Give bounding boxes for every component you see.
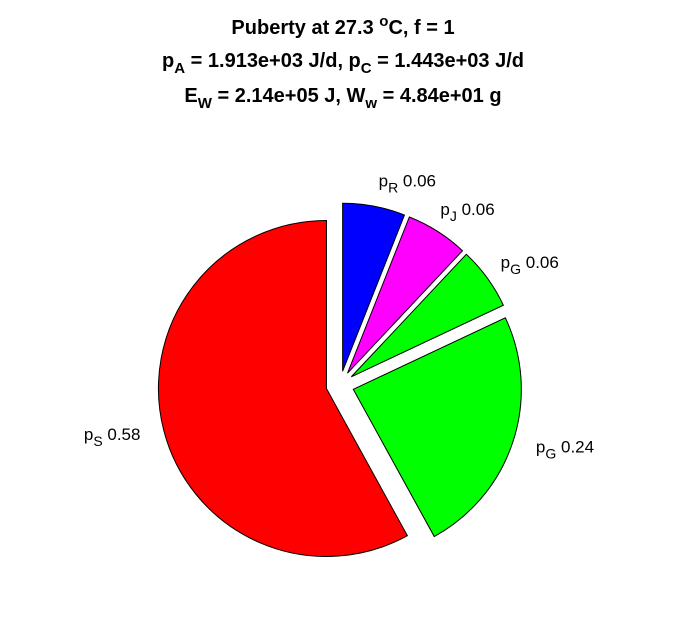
pie-slice-pr-0 (342, 202, 406, 372)
pie-slice-pg-2 (350, 253, 505, 378)
slice-label-4: pS 0.58 (84, 426, 141, 449)
pie-slice-pg-3 (352, 317, 522, 538)
slice-label-3: pG 0.24 (536, 438, 594, 461)
pie-slice-ps-4 (158, 219, 409, 557)
slice-label-2: pG 0.06 (501, 253, 559, 276)
title-line-1: Puberty at 27.3 oC, f = 1 (231, 13, 454, 39)
slice-label-1: pJ 0.06 (440, 201, 494, 224)
pie-slices (158, 202, 522, 557)
slice-label-0: pR 0.06 (379, 172, 436, 195)
title-line-3: EW = 2.14e+05 J, Ww = 4.84e+01 g (184, 85, 501, 112)
pie-slice-pj-1 (347, 216, 464, 374)
title-line-2: pA = 1.913e+03 J/d, pC = 1.443e+03 J/d (162, 50, 524, 77)
chart-title: Puberty at 27.3 oC, f = 1 pA = 1.913e+03… (162, 13, 524, 112)
